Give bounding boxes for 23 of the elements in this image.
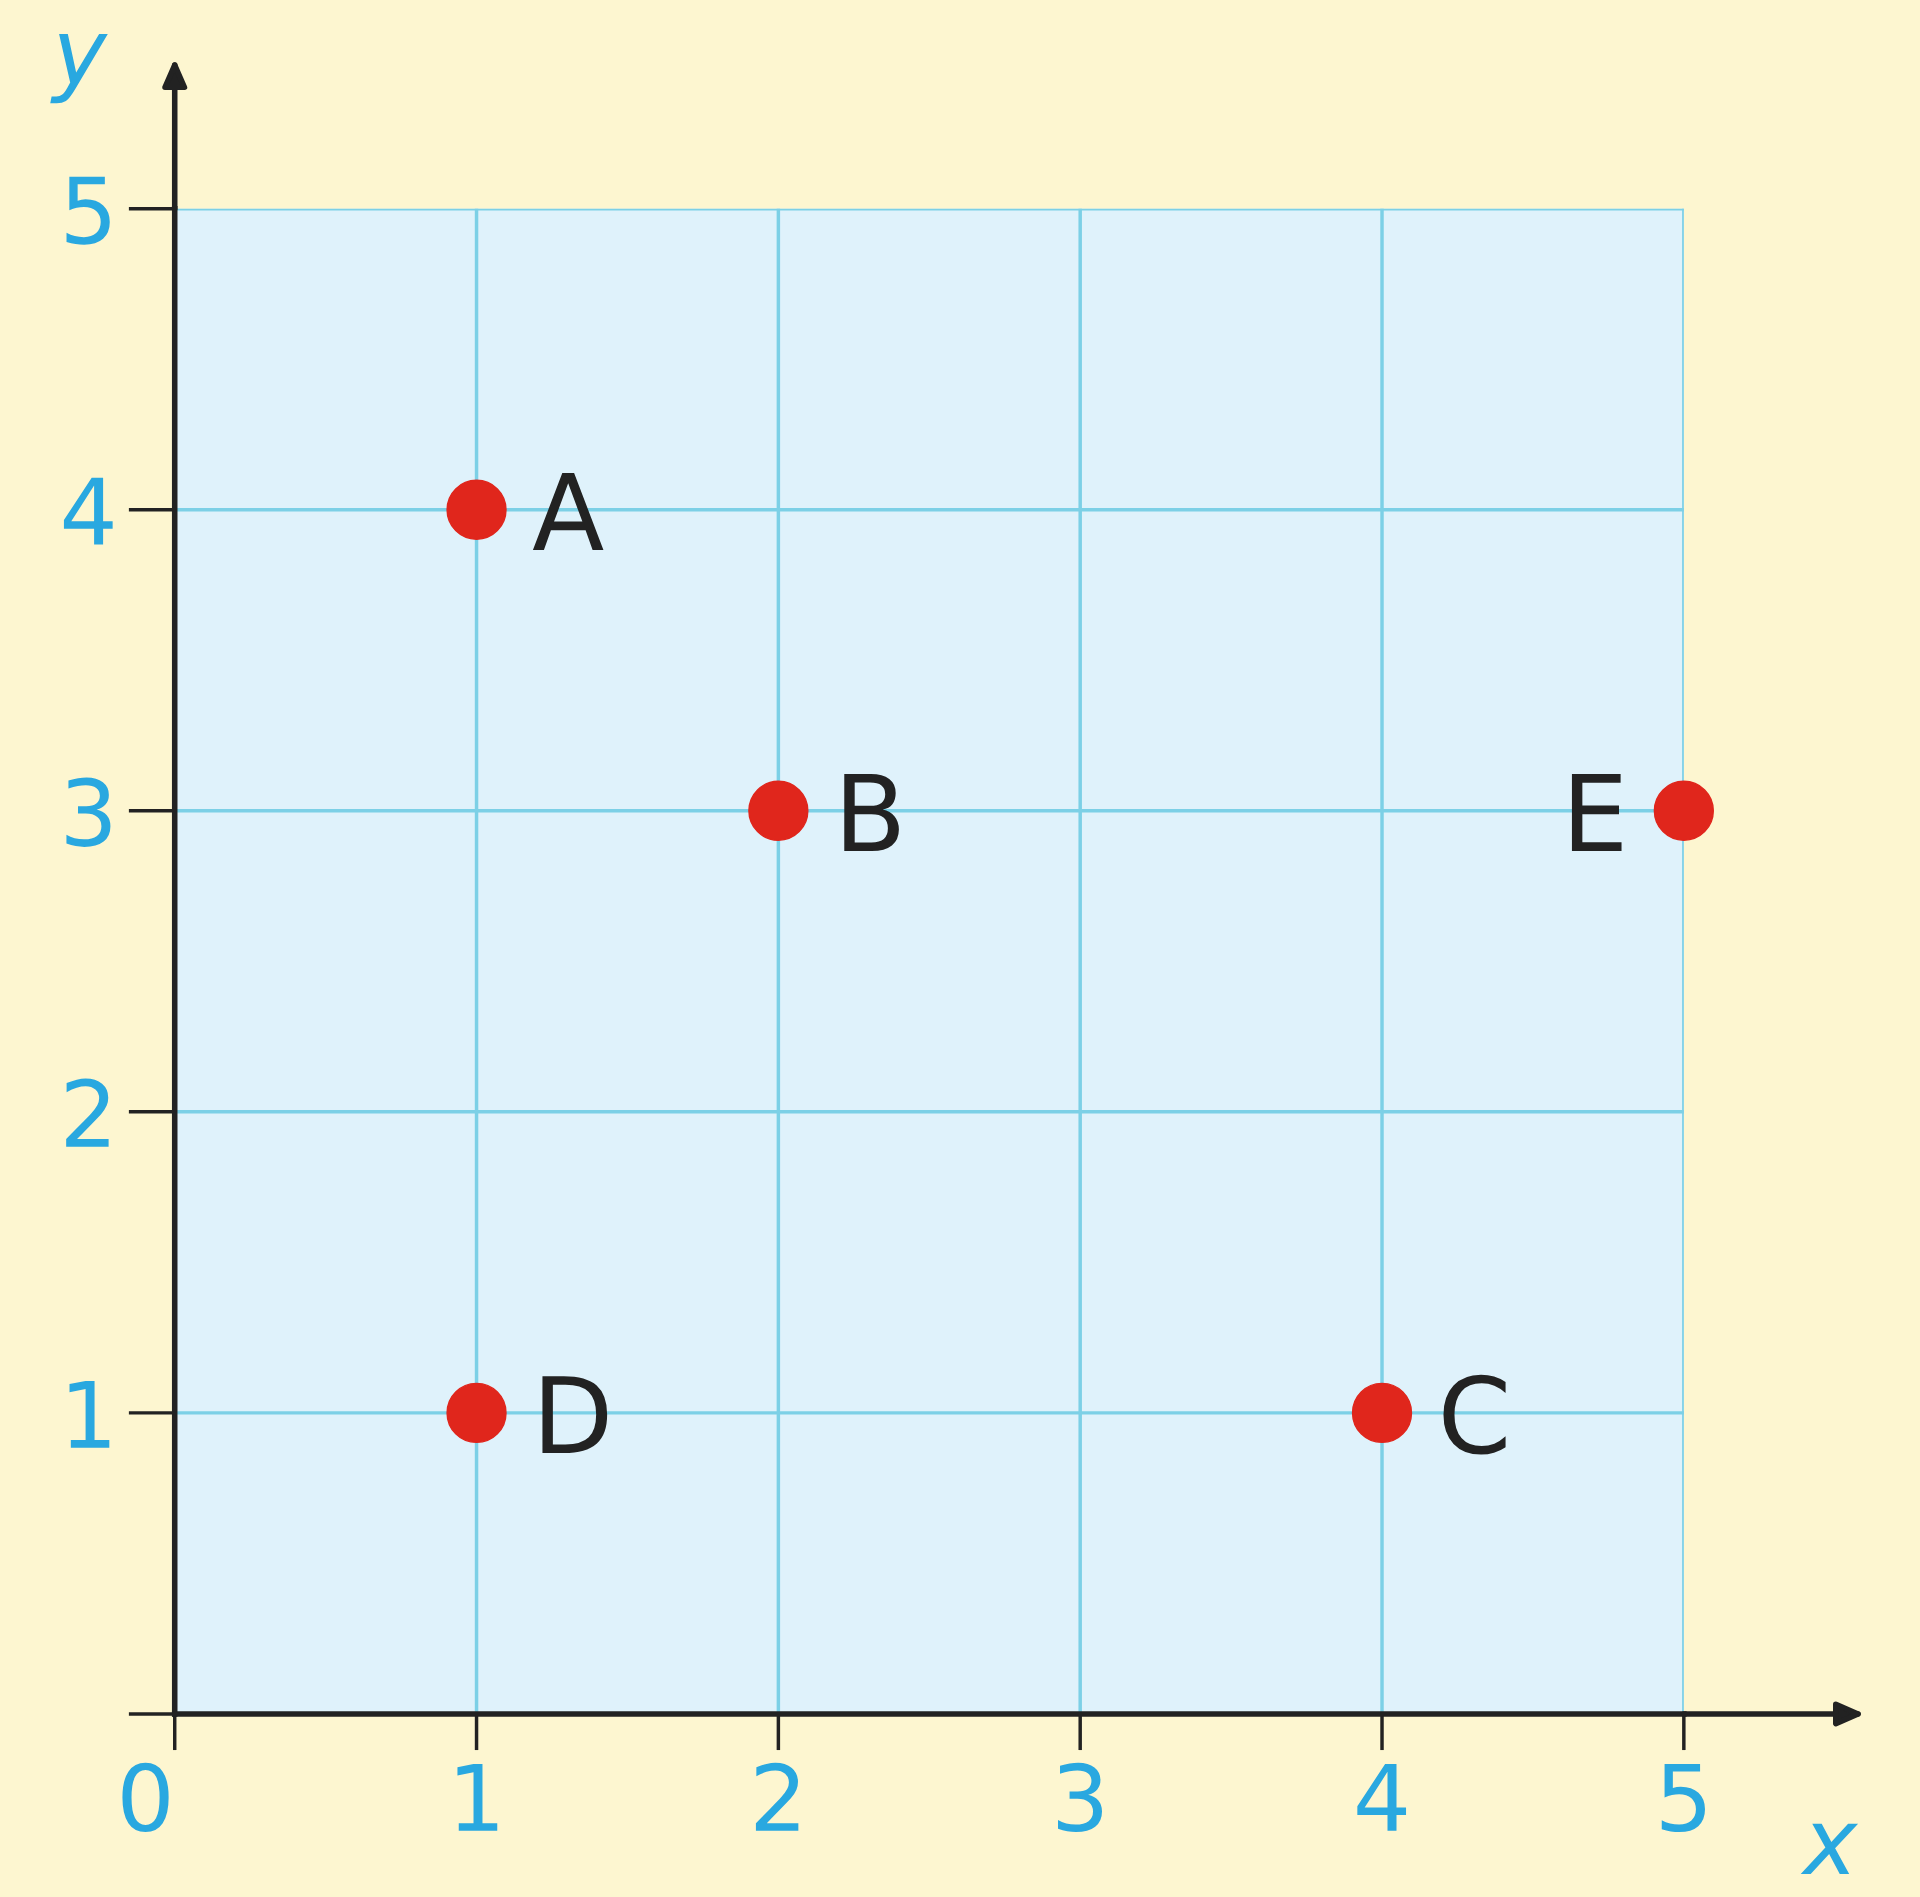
annotation: A	[532, 473, 604, 550]
x-tick-label: 1	[457, 1763, 498, 1831]
point	[446, 1382, 507, 1444]
point	[748, 780, 809, 841]
y-axis-title: y	[50, 34, 108, 104]
annotation: D	[542, 1376, 608, 1454]
annotation: B	[844, 774, 899, 852]
y-tick-label: 1	[69, 1380, 110, 1448]
y-tick-label: 4	[63, 477, 113, 545]
point	[446, 479, 507, 540]
x-axis-title: x	[1800, 1823, 1859, 1874]
x-tick-label: 4	[1357, 1763, 1407, 1831]
annotation: E	[1571, 774, 1622, 852]
annotation: C	[1443, 1374, 1506, 1455]
x-tick-label: 2	[755, 1762, 799, 1831]
point	[1351, 1382, 1413, 1444]
y-tick-label: 3	[66, 777, 111, 847]
y-tick-label: 2	[66, 1078, 109, 1147]
x-tick-label: 5	[1661, 1763, 1705, 1833]
y-tick-label: 5	[66, 176, 110, 245]
point	[1653, 780, 1714, 841]
x-tick-label: 3	[1058, 1762, 1103, 1833]
x-tick-label: 0	[122, 1762, 169, 1833]
